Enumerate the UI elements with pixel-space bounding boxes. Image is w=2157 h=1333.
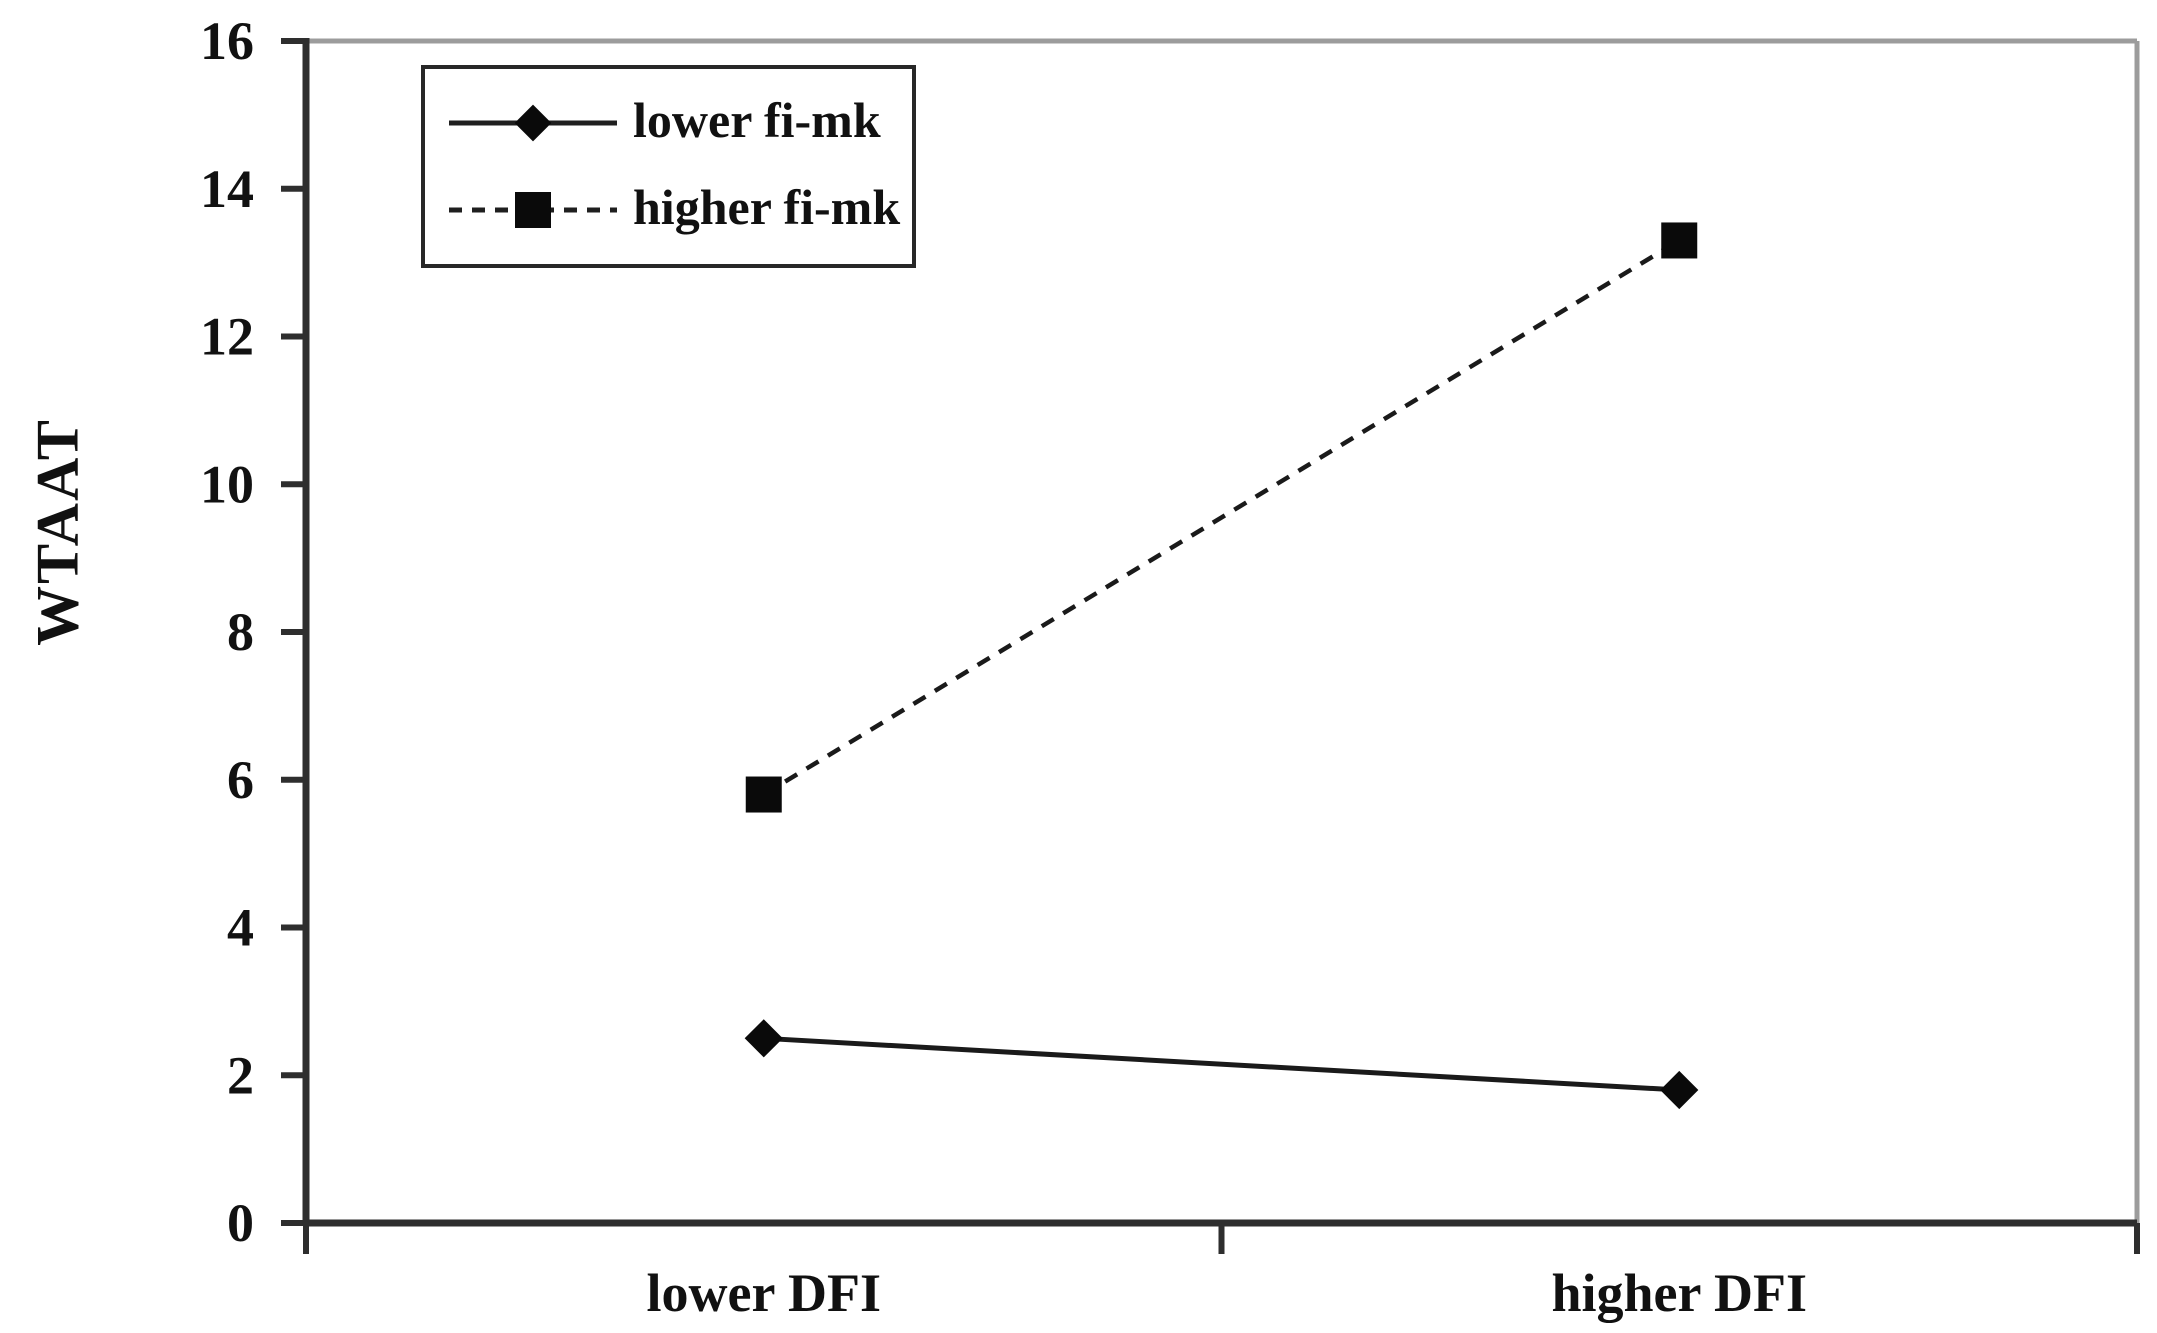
series-line-higher-fi-mk [762,238,1681,797]
y-tick-label: 12 [200,307,254,367]
legend-label-higher-fi-mk: higher fi-mk [633,179,901,236]
marker-diamond-lower-fi-mk [1660,1070,1699,1110]
legend-sample-dashed-square-icon [449,192,617,229]
marker-square-higher-fi-mk [1661,222,1698,259]
marker-square-higher-fi-mk [745,776,782,813]
y-tick-label: 2 [227,1045,254,1105]
y-tick-label: 8 [227,602,254,662]
y-tick-label: 6 [227,750,254,810]
x-category-label: higher DFI [1551,1263,1807,1323]
series-line-lower-fi-mk [763,1035,1680,1093]
legend-box: lower fi-mk higher fi-mk [421,65,916,268]
y-axis-title: WTAAT [24,418,91,646]
x-category-label: lower DFI [647,1263,881,1323]
legend-item-lower-fi-mk: lower fi-mk [449,95,902,151]
y-tick-label: 4 [227,898,254,958]
y-tick-label: 10 [200,454,254,514]
legend-label-lower-fi-mk: lower fi-mk [633,91,881,148]
y-tick-label: 0 [227,1193,254,1253]
y-tick-label: 14 [200,159,254,219]
marker-diamond-lower-fi-mk [744,1019,783,1058]
y-tick-label: 16 [200,11,254,71]
legend-item-higher-fi-mk: higher fi-mk [449,182,902,238]
legend-sample-solid-diamond-icon [449,104,617,142]
